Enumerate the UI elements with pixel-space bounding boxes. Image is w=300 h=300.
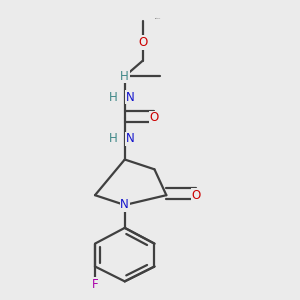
- Text: N: N: [126, 91, 134, 103]
- Text: O: O: [138, 36, 147, 49]
- Text: F: F: [92, 278, 98, 291]
- Text: H: H: [120, 70, 129, 83]
- Text: methoxy: methoxy: [154, 18, 161, 19]
- Text: H: H: [109, 91, 118, 103]
- Text: H: H: [109, 132, 118, 145]
- Text: N: N: [126, 132, 134, 145]
- Text: O: O: [150, 111, 159, 124]
- Text: N: N: [120, 199, 129, 212]
- Text: O: O: [191, 189, 201, 202]
